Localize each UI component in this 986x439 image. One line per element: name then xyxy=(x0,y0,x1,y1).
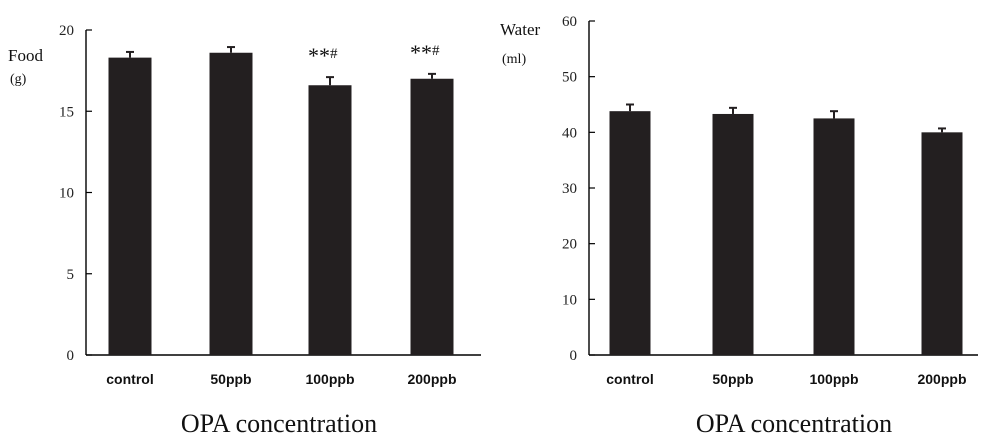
food-y-unit: (g) xyxy=(10,72,27,87)
food-category-label: 200ppb xyxy=(407,371,456,387)
food-y-tick-label: 5 xyxy=(67,267,75,283)
water-error-bar-100ppb xyxy=(830,110,838,119)
food-bar-200ppb xyxy=(410,78,454,355)
water-y-label: Water xyxy=(500,20,540,39)
water-category-label: control xyxy=(606,371,653,387)
food-y-tick-label: 15 xyxy=(59,104,74,120)
water-bar-50ppb xyxy=(712,113,754,355)
water-category-label: 200ppb xyxy=(917,371,966,387)
water-error-bar-50ppb xyxy=(729,106,737,114)
water-x-title: OPA concentration xyxy=(696,409,892,438)
food-error-bar-100ppb xyxy=(326,76,334,86)
water-error-bar-200ppb xyxy=(938,127,946,133)
food-category-label: 50ppb xyxy=(210,371,251,387)
water-y-tick-label: 40 xyxy=(562,125,577,141)
food-y-tick-label: 0 xyxy=(67,348,75,364)
water-y-tick-label: 50 xyxy=(562,70,577,86)
water-error-bar-control xyxy=(626,103,634,112)
water-bar-100ppb xyxy=(813,118,855,356)
water-bar-200ppb xyxy=(921,132,963,355)
food-bar-50ppb xyxy=(209,52,253,355)
water-y-unit: (ml) xyxy=(502,52,526,67)
water-category-label: 50ppb xyxy=(712,371,753,387)
food-category-label: 100ppb xyxy=(305,371,354,387)
food-bar-control xyxy=(108,57,152,355)
water-category-label: 100ppb xyxy=(809,371,858,387)
food-significance-annotation: **# xyxy=(308,43,338,68)
food-error-bar-control xyxy=(126,50,134,58)
water-y-tick-label: 20 xyxy=(562,237,577,253)
food-y-tick-label: 20 xyxy=(59,23,74,39)
water-y-tick-label: 30 xyxy=(562,181,577,197)
water-y-tick-label: 0 xyxy=(570,348,578,364)
water-y-tick-label: 60 xyxy=(562,14,577,30)
water-y-tick-label: 10 xyxy=(562,292,577,308)
food-significance-annotation: **# xyxy=(410,40,440,65)
water-bar-control xyxy=(609,111,651,356)
food-error-bar-200ppb xyxy=(428,72,436,79)
food-category-label: control xyxy=(106,371,153,387)
food-y-tick-label: 10 xyxy=(59,186,74,202)
water-chart: 0 10 20 30 40 50 60 control 50ppb 100ppb 200ppb W… xyxy=(500,14,978,438)
food-x-title: OPA concentration xyxy=(181,409,377,438)
food-error-bar-50ppb xyxy=(227,46,235,53)
food-y-label: Food xyxy=(8,46,43,65)
food-bar-100ppb xyxy=(308,85,352,355)
